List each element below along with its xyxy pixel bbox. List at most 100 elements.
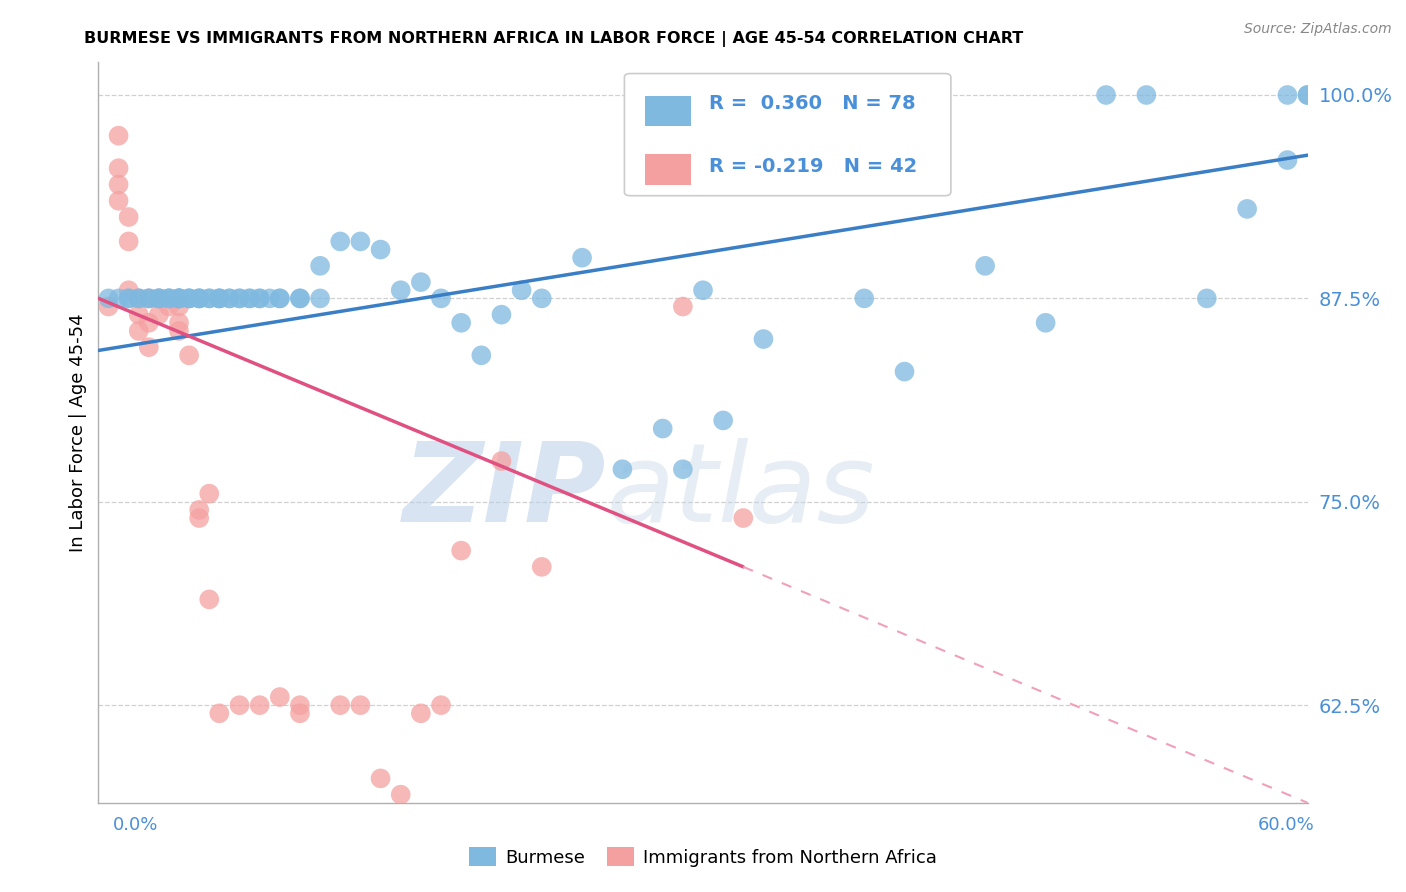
Text: R = -0.219   N = 42: R = -0.219 N = 42 — [709, 157, 917, 177]
Point — [692, 283, 714, 297]
Point — [148, 292, 170, 306]
Point — [138, 340, 160, 354]
Point — [198, 592, 221, 607]
Point — [893, 365, 915, 379]
Point — [128, 292, 150, 306]
Point — [409, 275, 432, 289]
Point — [430, 698, 453, 713]
Point — [188, 292, 211, 306]
Point — [612, 462, 634, 476]
Point — [198, 486, 221, 500]
Point — [259, 292, 281, 306]
Point — [167, 324, 190, 338]
Point — [208, 292, 231, 306]
Point — [329, 698, 352, 713]
Point — [107, 161, 129, 176]
Point — [118, 210, 141, 224]
Point — [491, 308, 513, 322]
Point — [97, 300, 120, 314]
Point — [167, 292, 190, 306]
Point — [148, 292, 170, 306]
Point — [118, 292, 141, 306]
Point — [228, 698, 250, 713]
Point — [107, 292, 129, 306]
Point — [269, 690, 291, 704]
Point — [218, 292, 240, 306]
Point — [711, 413, 734, 427]
Point — [389, 788, 412, 802]
Point — [309, 259, 332, 273]
Point — [167, 292, 190, 306]
Point — [1095, 87, 1118, 102]
Point — [208, 292, 231, 306]
Point — [1296, 87, 1319, 102]
Point — [349, 698, 371, 713]
Point — [148, 292, 170, 306]
Point — [651, 421, 673, 435]
Point — [491, 454, 513, 468]
Point — [228, 292, 250, 306]
Point — [370, 772, 392, 786]
Point — [510, 283, 533, 297]
FancyBboxPatch shape — [624, 73, 950, 195]
Point — [138, 292, 160, 306]
Point — [157, 300, 180, 314]
Point — [107, 178, 129, 192]
Point — [409, 706, 432, 721]
FancyBboxPatch shape — [645, 154, 690, 185]
Point — [167, 292, 190, 306]
Point — [188, 511, 211, 525]
Point — [288, 292, 311, 306]
Point — [1296, 87, 1319, 102]
Point — [450, 543, 472, 558]
Text: atlas: atlas — [606, 438, 875, 545]
Y-axis label: In Labor Force | Age 45-54: In Labor Force | Age 45-54 — [69, 313, 87, 552]
Point — [138, 292, 160, 306]
Point — [370, 243, 392, 257]
Text: 60.0%: 60.0% — [1258, 816, 1315, 834]
Point — [167, 292, 190, 306]
Point — [198, 292, 221, 306]
Point — [389, 283, 412, 297]
Point — [813, 136, 835, 151]
Point — [208, 706, 231, 721]
Legend: Burmese, Immigrants from Northern Africa: Burmese, Immigrants from Northern Africa — [463, 840, 943, 874]
Point — [733, 511, 755, 525]
Point — [179, 292, 201, 306]
Point — [309, 292, 332, 306]
Point — [974, 259, 997, 273]
Point — [128, 324, 150, 338]
Point — [329, 235, 352, 249]
Point — [218, 292, 240, 306]
Point — [148, 292, 170, 306]
Point — [288, 698, 311, 713]
Point — [530, 292, 553, 306]
Text: R =  0.360   N = 78: R = 0.360 N = 78 — [709, 94, 915, 112]
Point — [188, 292, 211, 306]
Point — [530, 559, 553, 574]
Point — [249, 292, 271, 306]
Point — [138, 316, 160, 330]
Point — [1035, 316, 1057, 330]
Point — [1236, 202, 1258, 216]
Point — [853, 292, 876, 306]
Point — [179, 292, 201, 306]
Point — [269, 292, 291, 306]
Point — [430, 292, 453, 306]
Point — [288, 292, 311, 306]
Point — [157, 292, 180, 306]
Point — [450, 316, 472, 330]
Point — [470, 348, 492, 362]
Point — [228, 292, 250, 306]
Point — [208, 292, 231, 306]
Point — [188, 292, 211, 306]
Point — [148, 308, 170, 322]
Point — [249, 698, 271, 713]
Point — [349, 235, 371, 249]
Text: BURMESE VS IMMIGRANTS FROM NORTHERN AFRICA IN LABOR FORCE | AGE 45-54 CORRELATIO: BURMESE VS IMMIGRANTS FROM NORTHERN AFRI… — [84, 31, 1024, 47]
Text: 0.0%: 0.0% — [112, 816, 157, 834]
Point — [672, 300, 695, 314]
Point — [198, 292, 221, 306]
Point — [157, 292, 180, 306]
Point — [118, 292, 141, 306]
